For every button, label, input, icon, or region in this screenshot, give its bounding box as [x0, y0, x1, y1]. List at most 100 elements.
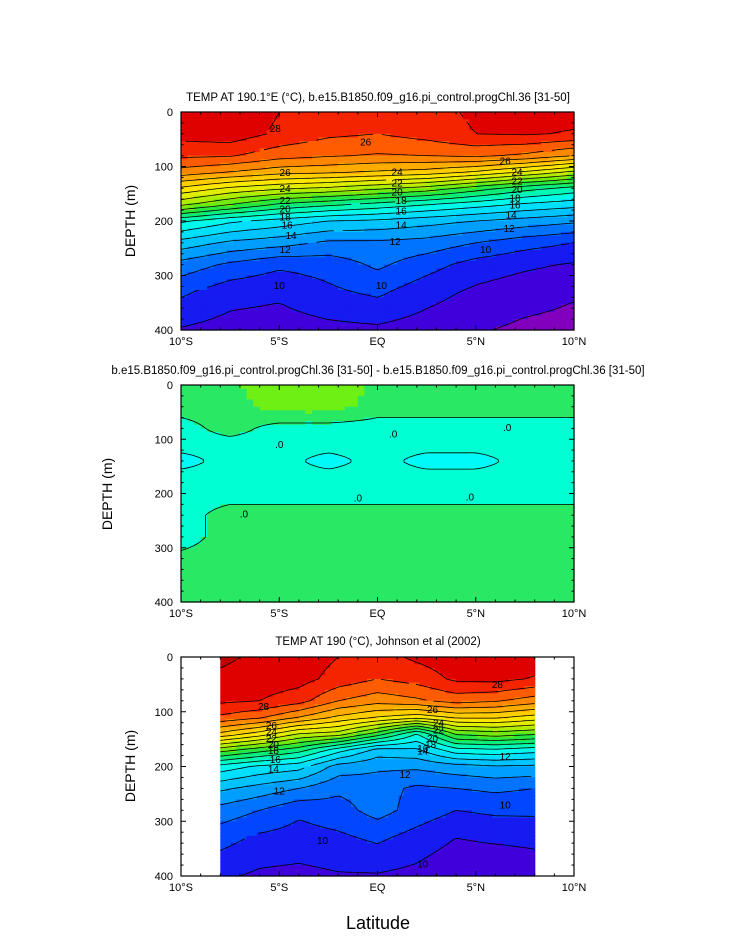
field-cell [226, 413, 234, 419]
field-cell [292, 293, 300, 298]
field-cell [397, 162, 405, 168]
field-cell [429, 421, 438, 426]
field-cell [482, 395, 490, 401]
field-cell [266, 279, 274, 284]
field-cell [377, 432, 385, 437]
field-cell [416, 290, 424, 295]
field-cell [298, 224, 307, 229]
field-cell [279, 188, 287, 193]
field-cell [338, 442, 346, 448]
contour-label: 18 [509, 194, 521, 205]
field-cell [547, 119, 555, 124]
field-cell [318, 177, 326, 182]
field-cell [312, 326, 320, 331]
field-cell [390, 413, 398, 419]
field-cell [364, 133, 372, 139]
field-cell [292, 450, 300, 455]
field-cell [272, 304, 280, 309]
contour-label: 26 [280, 168, 292, 179]
field-cell [213, 311, 221, 317]
field-cell [423, 170, 431, 175]
field-cell [213, 166, 221, 171]
field-cell [528, 130, 536, 135]
field-cell [285, 202, 293, 208]
field-cell [541, 450, 549, 455]
field-cell [213, 322, 221, 327]
field-cell [370, 322, 379, 327]
field-cell [495, 170, 503, 175]
field-cell [429, 206, 438, 211]
field-cell [403, 133, 411, 139]
field-cell [515, 202, 523, 208]
field-cell [233, 290, 241, 295]
field-cell [312, 130, 320, 135]
field-cell [351, 304, 359, 309]
field-cell [292, 442, 300, 448]
field-cell [266, 257, 274, 262]
x-tick-label: 10°N [562, 336, 587, 348]
field-cell [423, 268, 431, 273]
field-cell [181, 304, 189, 309]
field-cell [567, 304, 575, 309]
field-cell [181, 322, 189, 327]
field-cell [534, 279, 542, 284]
field-cell [469, 439, 477, 444]
field-cell [364, 403, 372, 408]
field-cell [482, 271, 490, 277]
field-cell [475, 257, 483, 262]
field-cell [443, 250, 451, 255]
field-cell [423, 311, 431, 317]
field-cell [541, 217, 549, 222]
field-cell [560, 293, 569, 298]
field-cell [266, 450, 274, 455]
field-cell [370, 184, 379, 189]
field-cell [194, 442, 202, 448]
field-cell [397, 159, 405, 164]
field-cell [220, 235, 228, 240]
field-cell [541, 235, 549, 240]
field-cell [488, 268, 496, 273]
field-cell [554, 304, 562, 309]
field-cell [410, 119, 418, 124]
field-cell [495, 133, 503, 139]
field-cell [318, 112, 326, 117]
field-cell [554, 311, 562, 317]
field-cell [266, 231, 274, 237]
field-cell [226, 184, 234, 189]
field-cell [318, 457, 326, 462]
field-cell [462, 413, 470, 419]
field-cell [357, 191, 365, 197]
field-cell [403, 184, 411, 189]
field-cell [410, 184, 418, 189]
field-cell [495, 271, 503, 277]
field-cell [226, 228, 234, 233]
field-cell [416, 304, 424, 309]
field-cell [292, 199, 300, 204]
field-cell [318, 319, 326, 324]
field-cell [475, 264, 483, 269]
field-cell [259, 385, 267, 390]
field-cell [567, 271, 575, 277]
field-cell [429, 257, 438, 262]
field-cell [554, 257, 562, 262]
field-cell [246, 308, 254, 313]
field-cell [390, 250, 398, 255]
field-cell [226, 432, 234, 437]
field-cell [560, 417, 569, 422]
field-cell [390, 319, 398, 324]
field-cell [384, 184, 392, 189]
field-cell [541, 195, 549, 200]
field-cell [325, 388, 333, 393]
field-cell [410, 177, 418, 182]
field-cell [410, 141, 418, 146]
field-cell [456, 191, 464, 197]
field-cell [462, 322, 470, 327]
field-cell [547, 395, 555, 401]
field-cell [482, 173, 490, 178]
field-cell [338, 231, 346, 237]
field-cell [351, 446, 359, 451]
field-cell [501, 250, 510, 255]
field-cell [390, 385, 398, 390]
field-cell [482, 300, 490, 306]
field-cell [541, 126, 549, 131]
